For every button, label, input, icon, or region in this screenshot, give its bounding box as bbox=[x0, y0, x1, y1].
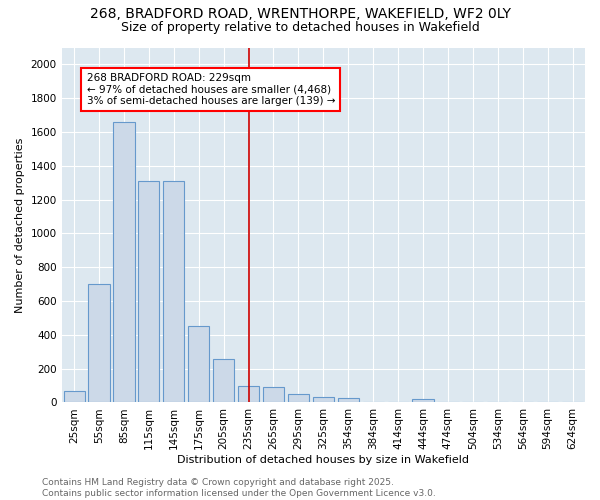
Bar bbox=[288, 394, 309, 402]
Bar bbox=[263, 387, 284, 402]
Bar bbox=[163, 181, 184, 402]
Bar bbox=[88, 284, 110, 403]
Y-axis label: Number of detached properties: Number of detached properties bbox=[15, 138, 25, 312]
Text: Contains HM Land Registry data © Crown copyright and database right 2025.
Contai: Contains HM Land Registry data © Crown c… bbox=[42, 478, 436, 498]
Text: 268 BRADFORD ROAD: 229sqm
← 97% of detached houses are smaller (4,468)
3% of sem: 268 BRADFORD ROAD: 229sqm ← 97% of detac… bbox=[86, 73, 335, 106]
Bar bbox=[188, 326, 209, 402]
Bar bbox=[138, 181, 160, 402]
Bar bbox=[238, 386, 259, 402]
Bar bbox=[113, 122, 134, 402]
Bar bbox=[64, 392, 85, 402]
Bar bbox=[412, 398, 434, 402]
Bar bbox=[213, 360, 234, 403]
Text: 268, BRADFORD ROAD, WRENTHORPE, WAKEFIELD, WF2 0LY: 268, BRADFORD ROAD, WRENTHORPE, WAKEFIEL… bbox=[89, 8, 511, 22]
Bar bbox=[338, 398, 359, 402]
Bar bbox=[313, 396, 334, 402]
X-axis label: Distribution of detached houses by size in Wakefield: Distribution of detached houses by size … bbox=[178, 455, 469, 465]
Text: Size of property relative to detached houses in Wakefield: Size of property relative to detached ho… bbox=[121, 21, 479, 34]
